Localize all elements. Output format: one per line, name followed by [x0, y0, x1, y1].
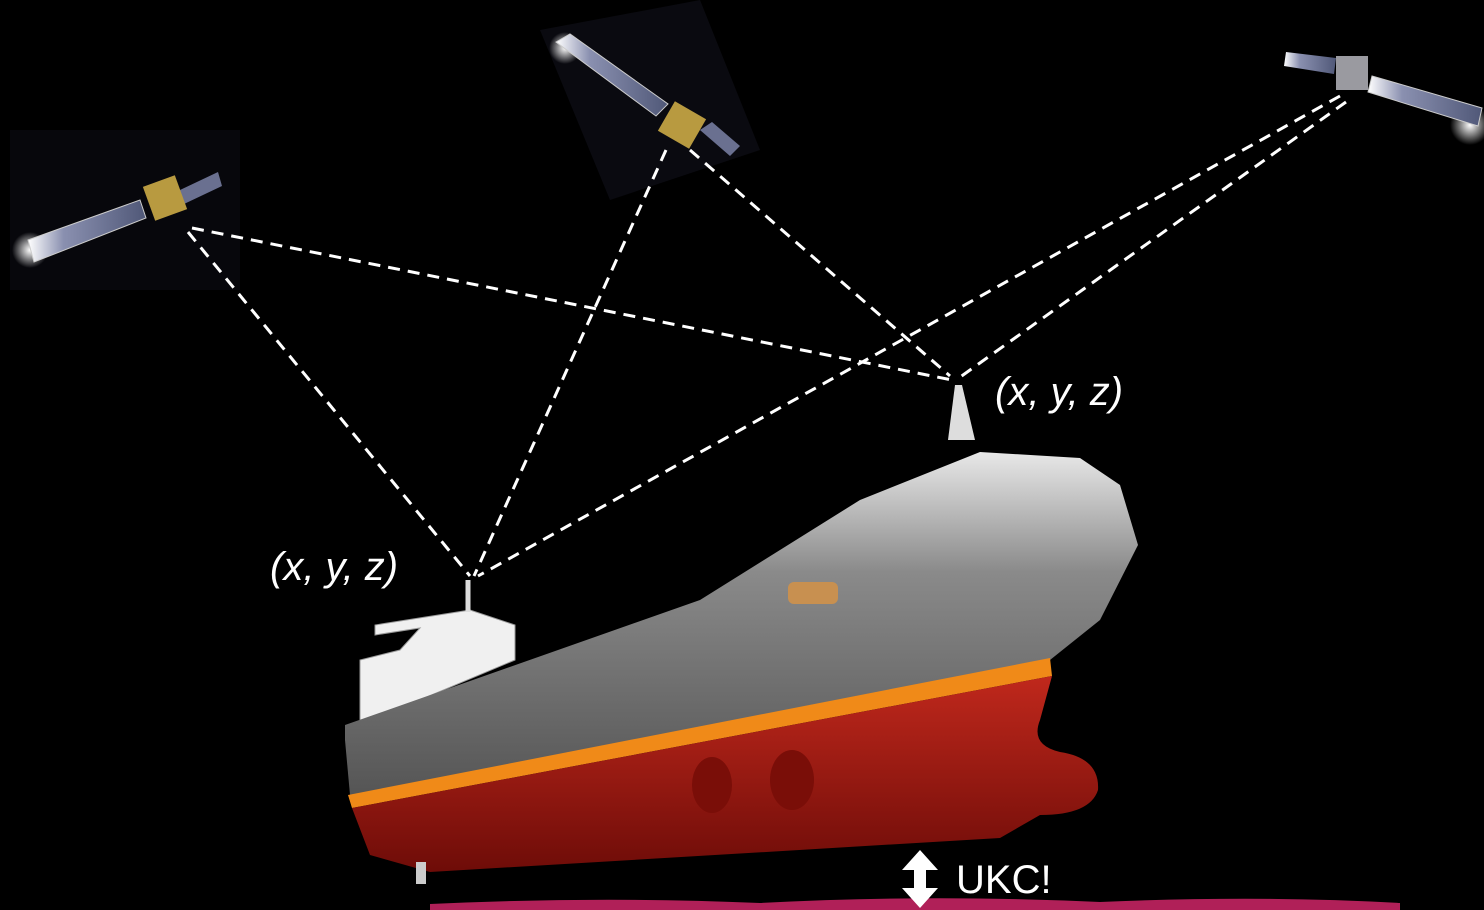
ukc-label: UKC! — [956, 858, 1052, 902]
position-label: (x, y, z) — [995, 370, 1123, 414]
page: (x, y, z) (x, y, z) UKC! (() => { const … — [0, 0, 1484, 910]
illustration: (x, y, z) (x, y, z) UKC! — [0, 0, 1484, 910]
satellite — [10, 130, 240, 290]
position-label: (x, y, z) — [270, 545, 398, 589]
